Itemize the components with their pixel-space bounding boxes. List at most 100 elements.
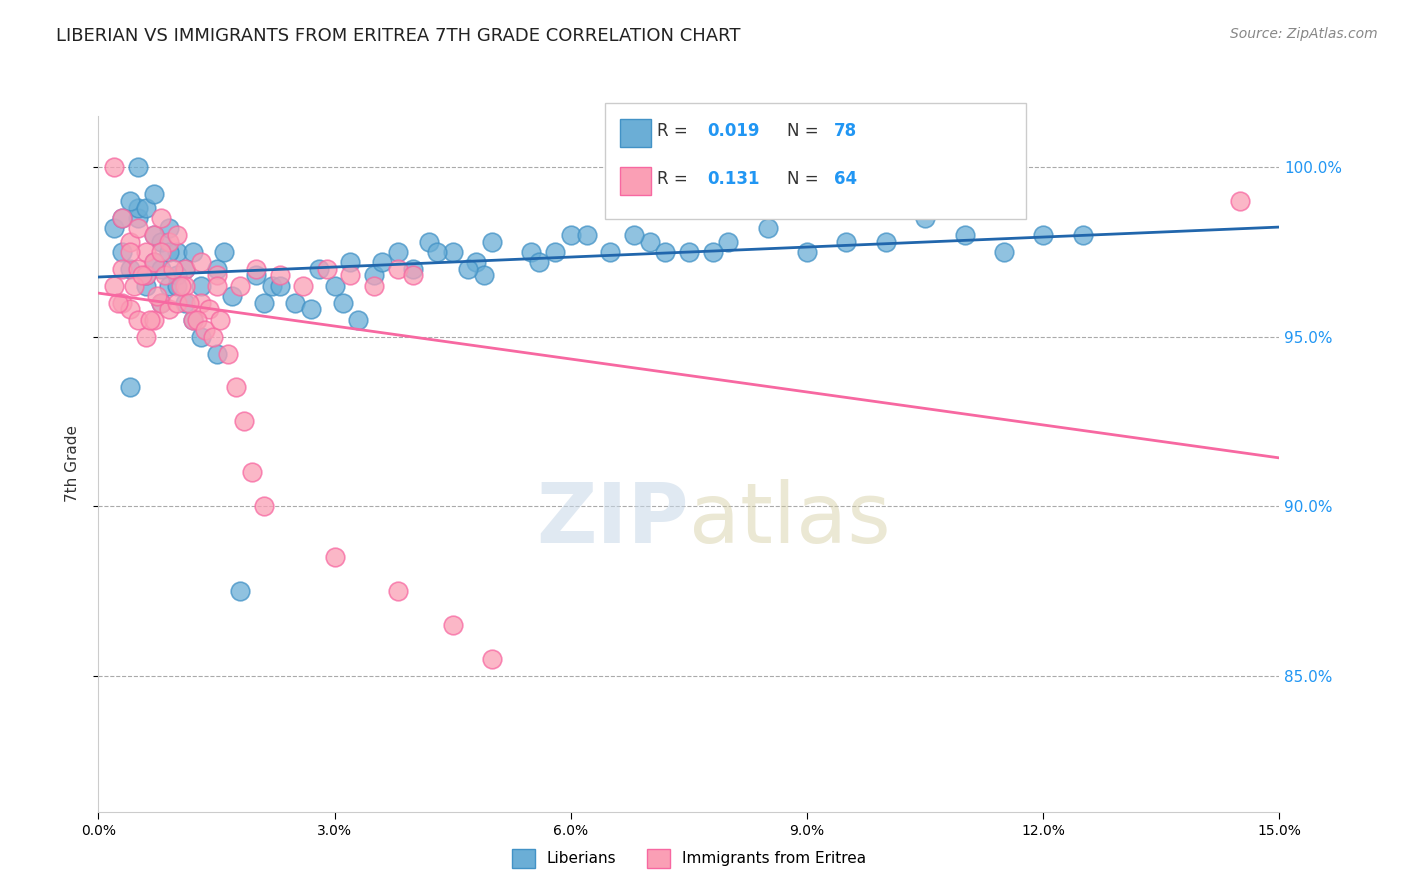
Point <box>426 244 449 259</box>
Point <box>190 295 212 310</box>
Point <box>127 221 149 235</box>
Text: N =: N = <box>787 170 824 188</box>
Point <box>103 278 125 293</box>
Text: LIBERIAN VS IMMIGRANTS FROM ERITREA 7TH GRADE CORRELATION CHART: LIBERIAN VS IMMIGRANTS FROM ERITREA 7TH … <box>56 27 741 45</box>
Point <box>363 268 385 283</box>
Point <box>245 261 267 276</box>
Point <box>142 255 165 269</box>
Point <box>194 323 217 337</box>
Point <box>157 244 180 259</box>
Point <box>292 278 315 293</box>
Point <box>1032 227 1054 242</box>
Point <box>245 268 267 283</box>
Point <box>253 295 276 310</box>
Point <box>150 295 173 310</box>
Point <box>441 244 464 259</box>
Point <box>174 278 197 293</box>
Point <box>135 244 157 259</box>
Point <box>717 235 740 249</box>
Point <box>269 278 291 293</box>
Text: R =: R = <box>657 122 693 140</box>
Point <box>118 235 141 249</box>
Point <box>387 584 409 599</box>
Point <box>702 244 724 259</box>
Point <box>308 261 330 276</box>
Point <box>209 312 232 326</box>
Point <box>122 278 145 293</box>
Point <box>142 227 165 242</box>
Point <box>135 329 157 343</box>
Point <box>174 261 197 276</box>
Point <box>135 268 157 283</box>
Point <box>229 278 252 293</box>
Point <box>1071 227 1094 242</box>
Text: R =: R = <box>657 170 697 188</box>
Point <box>402 261 425 276</box>
Point <box>150 261 173 276</box>
Point <box>181 312 204 326</box>
Text: 0.131: 0.131 <box>707 170 759 188</box>
Point <box>103 160 125 174</box>
Point <box>138 312 160 326</box>
Point <box>441 618 464 632</box>
Point <box>118 261 141 276</box>
Point <box>157 221 180 235</box>
Point <box>269 268 291 283</box>
Point <box>599 244 621 259</box>
Point <box>111 211 134 225</box>
Point <box>142 312 165 326</box>
Point <box>347 312 370 326</box>
Point <box>544 244 567 259</box>
Point <box>229 584 252 599</box>
Point <box>150 244 173 259</box>
Point <box>190 255 212 269</box>
Point <box>481 652 503 666</box>
Point <box>315 261 337 276</box>
Point <box>127 160 149 174</box>
Point <box>796 244 818 259</box>
Point <box>205 346 228 360</box>
Point <box>299 302 322 317</box>
Text: N =: N = <box>787 122 824 140</box>
Point <box>190 278 212 293</box>
Point <box>157 235 180 249</box>
Point <box>284 295 307 310</box>
Point <box>678 244 700 259</box>
Point <box>166 268 188 283</box>
Text: ZIP: ZIP <box>537 479 689 560</box>
Point <box>225 380 247 394</box>
Point <box>387 244 409 259</box>
Point <box>914 211 936 225</box>
Point <box>205 261 228 276</box>
Point <box>371 255 394 269</box>
Point <box>418 235 440 249</box>
Point <box>111 261 134 276</box>
Point <box>150 235 173 249</box>
Point <box>166 278 188 293</box>
Text: 78: 78 <box>834 122 856 140</box>
Point <box>205 278 228 293</box>
Point <box>529 255 551 269</box>
Point <box>253 500 276 514</box>
Point <box>387 261 409 276</box>
Point <box>190 329 212 343</box>
Point <box>150 295 173 310</box>
Point <box>201 329 224 343</box>
Legend: Liberians, Immigrants from Eritrea: Liberians, Immigrants from Eritrea <box>506 843 872 873</box>
Point <box>142 255 165 269</box>
Point <box>654 244 676 259</box>
Point <box>623 227 645 242</box>
Point <box>127 201 149 215</box>
Point <box>260 278 283 293</box>
Point <box>135 278 157 293</box>
Point <box>135 201 157 215</box>
Point <box>127 312 149 326</box>
Point <box>575 227 598 242</box>
Point <box>402 268 425 283</box>
Point <box>217 346 239 360</box>
Point <box>332 295 354 310</box>
Point <box>166 227 188 242</box>
Text: 64: 64 <box>834 170 856 188</box>
Point <box>457 261 479 276</box>
Point <box>146 289 169 303</box>
